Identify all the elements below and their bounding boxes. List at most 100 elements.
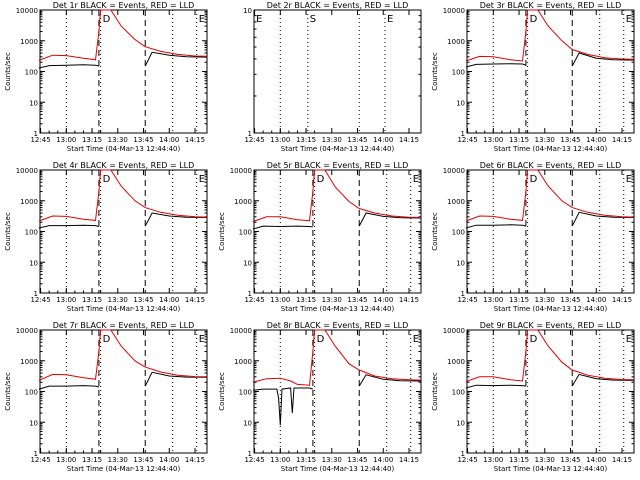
x-tick-label: 13:00 — [483, 456, 503, 464]
y-tick-label: 1 — [461, 290, 465, 298]
series-events-line — [465, 211, 635, 229]
series-lld-line — [38, 169, 208, 222]
y-tick-label: 10000 — [16, 327, 38, 335]
detector-panel-8: Det 8r BLACK = Events, RED = LLD 1 10 100 10… — [218, 321, 422, 473]
x-tick-label: 14:00 — [159, 136, 179, 144]
x-tick-label: 13:45 — [347, 296, 367, 304]
detector-panel-6: Det 6r BLACK = Events, RED = LLD 1 10 100 10… — [431, 161, 635, 313]
series-events-line — [38, 212, 208, 229]
x-tick-label: 12:45 — [244, 456, 264, 464]
plot-frame — [253, 9, 422, 134]
x-tick-label: 14:00 — [373, 136, 393, 144]
y-axis-label: Counts/sec — [218, 372, 226, 411]
x-axis-label: Start Time (04-Mar-13 12:44:40) — [494, 145, 608, 153]
y-tick-label: 10000 — [230, 327, 252, 335]
x-tick-label: 13:30 — [322, 456, 342, 464]
x-tick-label: 13:30 — [535, 136, 555, 144]
panel-title: Det 6r BLACK = Events, RED = LLD — [480, 161, 622, 170]
panel-title: Det 3r BLACK = Events, RED = LLD — [480, 1, 622, 10]
y-axis-label: Counts/sec — [431, 52, 439, 91]
x-tick-label: 14:00 — [586, 296, 606, 304]
event-marker-label: D — [530, 174, 538, 185]
y-tick-label: 100 — [452, 69, 465, 77]
x-tick-label: 12:45 — [457, 136, 477, 144]
y-tick-label: 1000 — [20, 358, 38, 366]
event-marker-label: E — [199, 334, 205, 345]
panel-title: Det 5r BLACK = Events, RED = LLD — [267, 161, 409, 170]
event-marker-label: E — [199, 174, 205, 185]
x-tick-label: 13:15 — [509, 456, 529, 464]
series-events-line — [252, 212, 422, 230]
series-lld-line — [252, 329, 422, 386]
y-tick-label: 10 — [456, 99, 465, 107]
x-tick-label: 13:15 — [296, 136, 316, 144]
x-tick-label: 13:30 — [108, 456, 128, 464]
x-axis-label: Start Time (04-Mar-13 12:44:40) — [67, 305, 181, 313]
x-tick-label: 14:00 — [159, 296, 179, 304]
y-tick-label: 10 — [456, 419, 465, 427]
x-axis-label: Start Time (04-Mar-13 12:44:40) — [281, 305, 395, 313]
x-axis-label: Start Time (04-Mar-13 12:44:40) — [67, 145, 181, 153]
x-tick-label: 13:45 — [560, 136, 580, 144]
x-tick-label: 13:15 — [296, 456, 316, 464]
y-tick-label: 1000 — [447, 358, 465, 366]
detector-panel-1: Det 1r BLACK = Events, RED = LLD 1 10 100 10… — [4, 1, 208, 153]
series-events-line — [465, 52, 635, 68]
panel-title: Det 9r BLACK = Events, RED = LLD — [480, 321, 622, 330]
y-tick-label: 1 — [34, 130, 38, 138]
series-lld-line — [38, 9, 208, 61]
x-tick-label: 12:45 — [30, 136, 50, 144]
y-tick-label: 1 — [461, 450, 465, 458]
detector-panel-4: Det 4r BLACK = Events, RED = LLD 1 10 100 10… — [4, 161, 208, 313]
y-tick-label: 1 — [34, 290, 38, 298]
event-marker-label: E — [626, 14, 632, 25]
x-tick-label: 14:15 — [399, 456, 419, 464]
x-tick-label: 13:00 — [56, 456, 76, 464]
x-tick-label: 14:15 — [612, 456, 632, 464]
x-tick-label: 13:15 — [509, 136, 529, 144]
x-tick-label: 12:45 — [244, 136, 264, 144]
x-tick-label: 13:45 — [347, 456, 367, 464]
series-lld-line — [38, 329, 208, 381]
x-tick-label: 13:00 — [270, 296, 290, 304]
x-axis-label: Start Time (04-Mar-13 12:44:40) — [67, 465, 181, 473]
series-events-line — [252, 374, 422, 426]
y-tick-label: 100 — [452, 389, 465, 397]
y-tick-label: 1 — [461, 130, 465, 138]
x-tick-label: 14:15 — [399, 136, 419, 144]
series-lld-line — [252, 169, 422, 223]
event-marker-label: E — [626, 334, 632, 345]
y-tick-label: 10 — [243, 259, 252, 267]
x-tick-label: 13:45 — [560, 456, 580, 464]
y-tick-label: 100 — [239, 389, 252, 397]
x-tick-label: 14:15 — [185, 136, 205, 144]
y-tick-label: 10 — [456, 259, 465, 267]
y-tick-label: 1000 — [234, 198, 252, 206]
y-tick-label: 10 — [29, 419, 38, 427]
event-marker-label: D — [317, 334, 325, 345]
y-tick-label: 10 — [29, 259, 38, 267]
x-tick-label: 14:00 — [373, 296, 393, 304]
x-tick-label: 13:30 — [535, 296, 555, 304]
x-tick-label: 14:00 — [373, 456, 393, 464]
x-tick-label: 13:30 — [322, 136, 342, 144]
y-tick-label: 10 — [243, 419, 252, 427]
y-axis-label: Counts/sec — [431, 372, 439, 411]
panel-title: Det 1r BLACK = Events, RED = LLD — [53, 1, 195, 10]
x-tick-label: 12:45 — [30, 296, 50, 304]
x-tick-label: 13:45 — [560, 296, 580, 304]
x-tick-label: 13:30 — [108, 136, 128, 144]
x-tick-label: 13:45 — [133, 296, 153, 304]
series-lld-line — [465, 169, 635, 222]
x-tick-label: 13:45 — [133, 456, 153, 464]
y-tick-label: 1000 — [447, 198, 465, 206]
y-tick-label: 1 — [34, 450, 38, 458]
y-tick-label: 10 — [29, 99, 38, 107]
panel-title: Det 7r BLACK = Events, RED = LLD — [53, 321, 195, 330]
series-events-line — [38, 51, 208, 69]
x-tick-label: 13:00 — [483, 136, 503, 144]
y-tick-label: 10000 — [230, 167, 252, 175]
event-marker-label: D — [103, 14, 111, 25]
y-tick-label: 10000 — [443, 327, 465, 335]
